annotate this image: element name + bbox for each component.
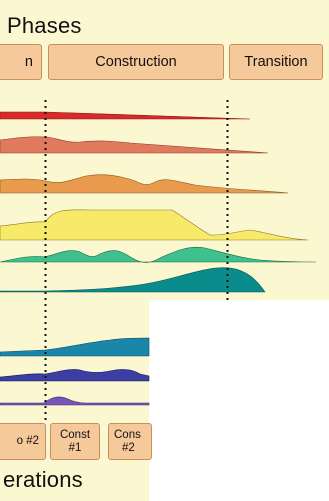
iteration-construction-2-line2: #2 xyxy=(122,441,135,454)
iteration-construction-1: Const #1 xyxy=(50,423,100,460)
phase-elaboration-label: n xyxy=(24,54,33,70)
workflow-hump-config-change-mgmt xyxy=(0,337,150,357)
workflow-hump-implementation xyxy=(0,209,309,241)
phase-construction-label: Construction xyxy=(95,54,177,70)
iteration-construction-1-line2: #1 xyxy=(68,441,82,454)
workflow-hump-environment xyxy=(0,396,150,406)
phase-elaboration: n xyxy=(0,44,42,80)
iteration-elaboration-2-label: #2 xyxy=(26,435,39,447)
chart-background-lower xyxy=(0,300,149,501)
workflow-hump-project-mgmt xyxy=(0,369,150,382)
phase-transition-label: Transition xyxy=(244,54,308,70)
workflow-hump-deployment xyxy=(0,267,266,293)
phase-transition: Transition xyxy=(229,44,323,80)
workflow-hump-requirements xyxy=(0,136,269,154)
iterations-title: erations xyxy=(3,467,83,492)
iteration-construction-2-line1: Cons xyxy=(114,428,141,441)
workflow-hump-analysis-design xyxy=(0,174,289,194)
iteration-elaboration-2: o #2 xyxy=(0,423,46,460)
workflow-hump-test xyxy=(0,246,317,263)
phases-title: Phases xyxy=(7,13,82,38)
workflow-hump-business-modeling xyxy=(0,111,251,120)
iteration-construction-2: Cons #2 xyxy=(108,423,152,460)
iteration-construction-1-line1: Const xyxy=(59,428,91,441)
iteration-elaboration-2-prefix: o xyxy=(16,435,23,447)
phase-construction: Construction xyxy=(48,44,224,80)
